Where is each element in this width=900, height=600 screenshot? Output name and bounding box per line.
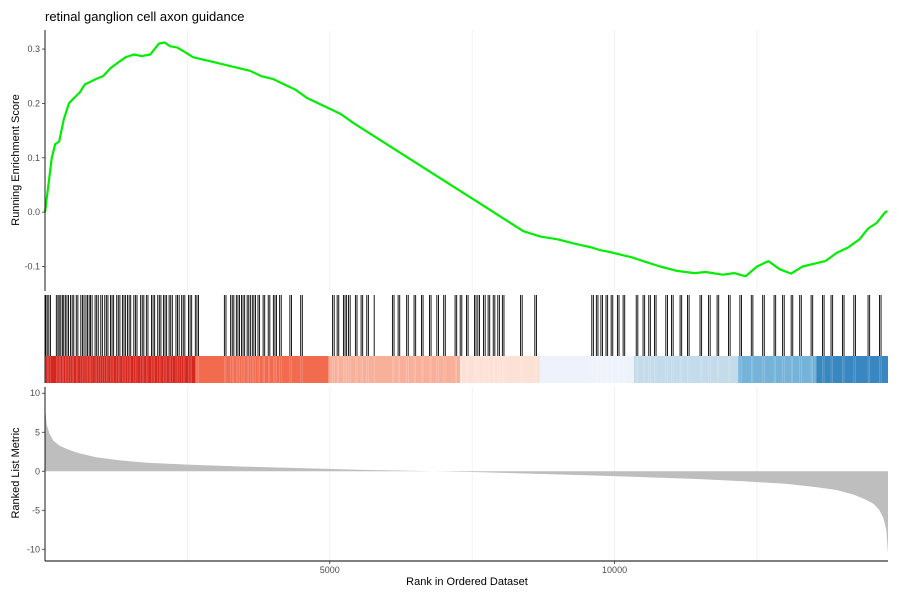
- chart-title: retinal ganglion cell axon guidance: [45, 9, 244, 24]
- es-y-tick-label: -0.1: [24, 262, 40, 272]
- rank-band: [45, 356, 196, 383]
- es-axis-title: Running Enrichment Score: [10, 94, 22, 225]
- ranked-metric-panel: [44, 404, 888, 554]
- x-tick-label: 5000: [320, 565, 340, 575]
- es-y-tick-label: 0.0: [27, 207, 40, 217]
- x-axis-title: Rank in Ordered Dataset: [406, 576, 528, 588]
- metric-y-tick-label: -5: [32, 505, 40, 515]
- gene-hits-panel: [45, 295, 882, 356]
- rank-band: [539, 356, 634, 383]
- rank-color-band: [45, 356, 888, 383]
- ranked-metric-area: [44, 404, 888, 554]
- metric-y-tick-label: -10: [27, 544, 40, 554]
- metric-axis-title: Ranked List Metric: [10, 427, 22, 519]
- rank-band: [195, 356, 329, 383]
- rank-band: [816, 356, 888, 383]
- axes: -0.1 0.0 0.1 0.2 0.3 -10 -5 0 5 10 5000 10000: [24, 30, 888, 575]
- rank-band: [328, 356, 461, 383]
- rank-band: [633, 356, 739, 383]
- x-tick-label: 10000: [602, 565, 627, 575]
- metric-y-tick-label: 0: [35, 466, 40, 476]
- metric-y-tick-label: 10: [30, 388, 40, 398]
- grid-lines: [187, 30, 758, 561]
- es-y-tick-label: 0.1: [27, 153, 40, 163]
- rank-band: [738, 356, 817, 383]
- rank-band: [460, 356, 540, 383]
- es-y-tick-label: 0.3: [27, 44, 40, 54]
- metric-y-tick-label: 5: [35, 427, 40, 437]
- es-line: [43, 41, 888, 278]
- es-y-tick-label: 0.2: [27, 98, 40, 108]
- enrichment-score-panel: [43, 41, 888, 278]
